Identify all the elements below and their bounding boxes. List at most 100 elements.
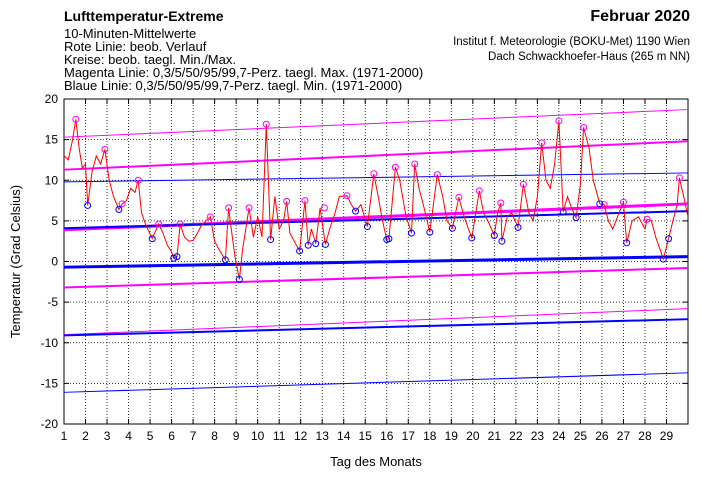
daily-min-circle xyxy=(490,232,498,239)
y-tick-label: 20 xyxy=(45,92,59,106)
y-tick-label: -10 xyxy=(41,336,59,350)
x-tick-label: 28 xyxy=(638,429,652,443)
daily-min-circle xyxy=(173,253,181,261)
x-tick-label: 22 xyxy=(509,429,523,443)
y-tick-label: -15 xyxy=(41,376,59,390)
x-tick-label: 29 xyxy=(660,429,674,443)
x-tick-label: 23 xyxy=(531,429,545,443)
max-percentile-line-0-3 xyxy=(63,308,689,336)
x-tick-label: 12 xyxy=(294,429,308,443)
x-tick-label: 18 xyxy=(423,429,437,443)
daily-max-circle xyxy=(206,213,214,221)
min-percentile-line-5 xyxy=(63,318,689,337)
daily-min-circle xyxy=(115,206,123,213)
daily-min-circle xyxy=(468,234,476,242)
y-tick-label: 5 xyxy=(51,214,58,228)
daily-max-circle xyxy=(283,197,291,205)
daily-max-circle xyxy=(600,201,608,209)
daily-min-circle xyxy=(665,235,673,243)
daily-min-circle xyxy=(84,201,92,209)
daily-min-circle xyxy=(363,223,371,231)
percentile-lines xyxy=(63,109,689,393)
min-percentile-line-0-3 xyxy=(63,372,689,393)
subtitle-line-2: Rote Linie: beob. Verlauf xyxy=(64,39,207,54)
min-percentile-line-50 xyxy=(63,255,689,269)
month-label: Februar 2020 xyxy=(590,8,690,25)
x-tick-label: 21 xyxy=(488,429,502,443)
daily-max-circle xyxy=(555,117,563,125)
y-tick-label: 10 xyxy=(45,173,59,187)
x-tick-label: 26 xyxy=(595,429,609,443)
x-tick-label: 19 xyxy=(445,429,459,443)
daily-min-circle xyxy=(514,223,522,231)
y-tick-label: 0 xyxy=(51,255,58,269)
daily-min-circle xyxy=(352,207,360,215)
x-tick-label: 6 xyxy=(168,429,175,443)
daily-min-circle xyxy=(296,247,304,255)
daily-max-circle xyxy=(538,139,546,147)
daily-min-circle xyxy=(448,224,456,232)
daily-max-circle xyxy=(391,163,399,171)
grid xyxy=(64,99,688,424)
daily-max-circle xyxy=(519,180,527,188)
daily-max-circle xyxy=(643,215,651,223)
chart-title: Lufttemperatur-Extreme xyxy=(64,8,224,24)
y-tick-label: -5 xyxy=(47,295,58,309)
subtitle-line-5: Blaue Linie: 0,3/5/50/95/99,7-Perz. taeg… xyxy=(64,78,403,93)
daily-min-circle xyxy=(498,237,506,245)
x-tick-label: 4 xyxy=(125,429,132,443)
daily-max-circle xyxy=(118,200,126,208)
daily-max-circle xyxy=(370,170,378,178)
x-tick-label: 24 xyxy=(552,429,566,443)
daily-max-circle xyxy=(101,145,109,153)
x-tick-label: 9 xyxy=(233,429,240,443)
daily-min-circle xyxy=(596,200,604,208)
daily-min-circle xyxy=(148,235,156,243)
daily-min-circle xyxy=(170,254,178,262)
daily-min-circle xyxy=(572,214,580,222)
x-tick-label: 25 xyxy=(574,429,588,443)
daily-max-circle xyxy=(433,171,441,179)
location-label: Dach Schwackhoefer-Haus (265 m NN) xyxy=(488,51,690,63)
daily-max-circle xyxy=(245,204,253,212)
daily-max-circle xyxy=(134,176,142,184)
daily-min-circle xyxy=(559,208,567,216)
daily-max-circle xyxy=(411,160,419,168)
daily-max-circle xyxy=(301,197,309,205)
subtitle-line-3: Kreise: beob. taegl. Min./Max. xyxy=(64,52,236,67)
daily-max-circle xyxy=(619,198,627,206)
max-percentile-line-99-7 xyxy=(63,109,689,138)
x-tick-label: 14 xyxy=(337,429,351,443)
daily-max-circle xyxy=(225,204,233,212)
daily-min-circle xyxy=(304,241,312,249)
daily-max-circle xyxy=(72,115,80,123)
x-axis-label: Tag des Monats xyxy=(330,454,422,469)
x-tick-label: 2 xyxy=(82,429,89,443)
x-tick-label: 8 xyxy=(211,429,218,443)
x-tick-label: 11 xyxy=(273,429,286,443)
x-tick-label: 3 xyxy=(104,429,111,443)
daily-min-circle xyxy=(659,255,667,263)
min-percentile-line-95 xyxy=(63,210,689,230)
institute-label: Institut f. Meteorologie (BOKU-Met) 1190… xyxy=(453,36,690,48)
x-tick-label: 20 xyxy=(466,429,480,443)
subtitle-line-1: 10-Minuten-Mittelwerte xyxy=(64,26,197,41)
x-tick-label: 1 xyxy=(61,429,68,443)
daily-max-circle xyxy=(475,187,483,195)
observed-series xyxy=(63,119,689,280)
daily-min-circle xyxy=(385,235,393,243)
daily-min-circle xyxy=(235,275,243,283)
x-tick-label: 10 xyxy=(251,429,265,443)
extreme-circles xyxy=(72,115,683,283)
max-percentile-line-95 xyxy=(63,140,689,171)
daily-max-circle xyxy=(155,220,163,228)
daily-max-circle xyxy=(320,204,328,212)
subtitle-line-4: Magenta Linie: 0,3/5/50/95/99,7-Perz. ta… xyxy=(64,65,424,80)
y-tick-label: 15 xyxy=(45,133,59,147)
daily-max-circle xyxy=(343,192,351,200)
min-percentile-line-99-7 xyxy=(63,172,689,183)
x-tick-label: 16 xyxy=(380,429,394,443)
x-tick-label: 17 xyxy=(402,429,416,443)
